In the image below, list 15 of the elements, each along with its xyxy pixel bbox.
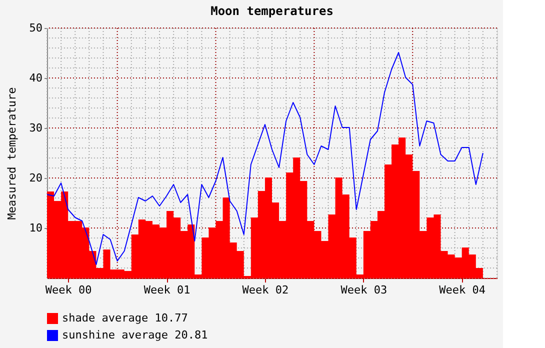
legend-label: sunshine average 20.81 [62,328,208,342]
x-tick-label: Week 04 [439,284,486,296]
x-tick-label: Week 00 [45,284,92,296]
x-tick-label: Week 02 [242,284,289,296]
y-axis-title: Measured temperature [5,87,18,220]
x-tick-label: Week 01 [144,284,190,296]
y-tick-label: 40 [29,72,42,84]
line-series [46,52,484,265]
x-tick-label: Week 03 [340,284,388,296]
y-tick-label: 20 [29,172,42,184]
y-tick-label: 10 [29,222,42,234]
y-tick-label: 50 [29,22,42,34]
legend-label: shade average 10.77 [62,312,188,324]
chart-title: Moon temperatures [210,4,334,18]
y-tick-label: 30 [29,122,42,134]
